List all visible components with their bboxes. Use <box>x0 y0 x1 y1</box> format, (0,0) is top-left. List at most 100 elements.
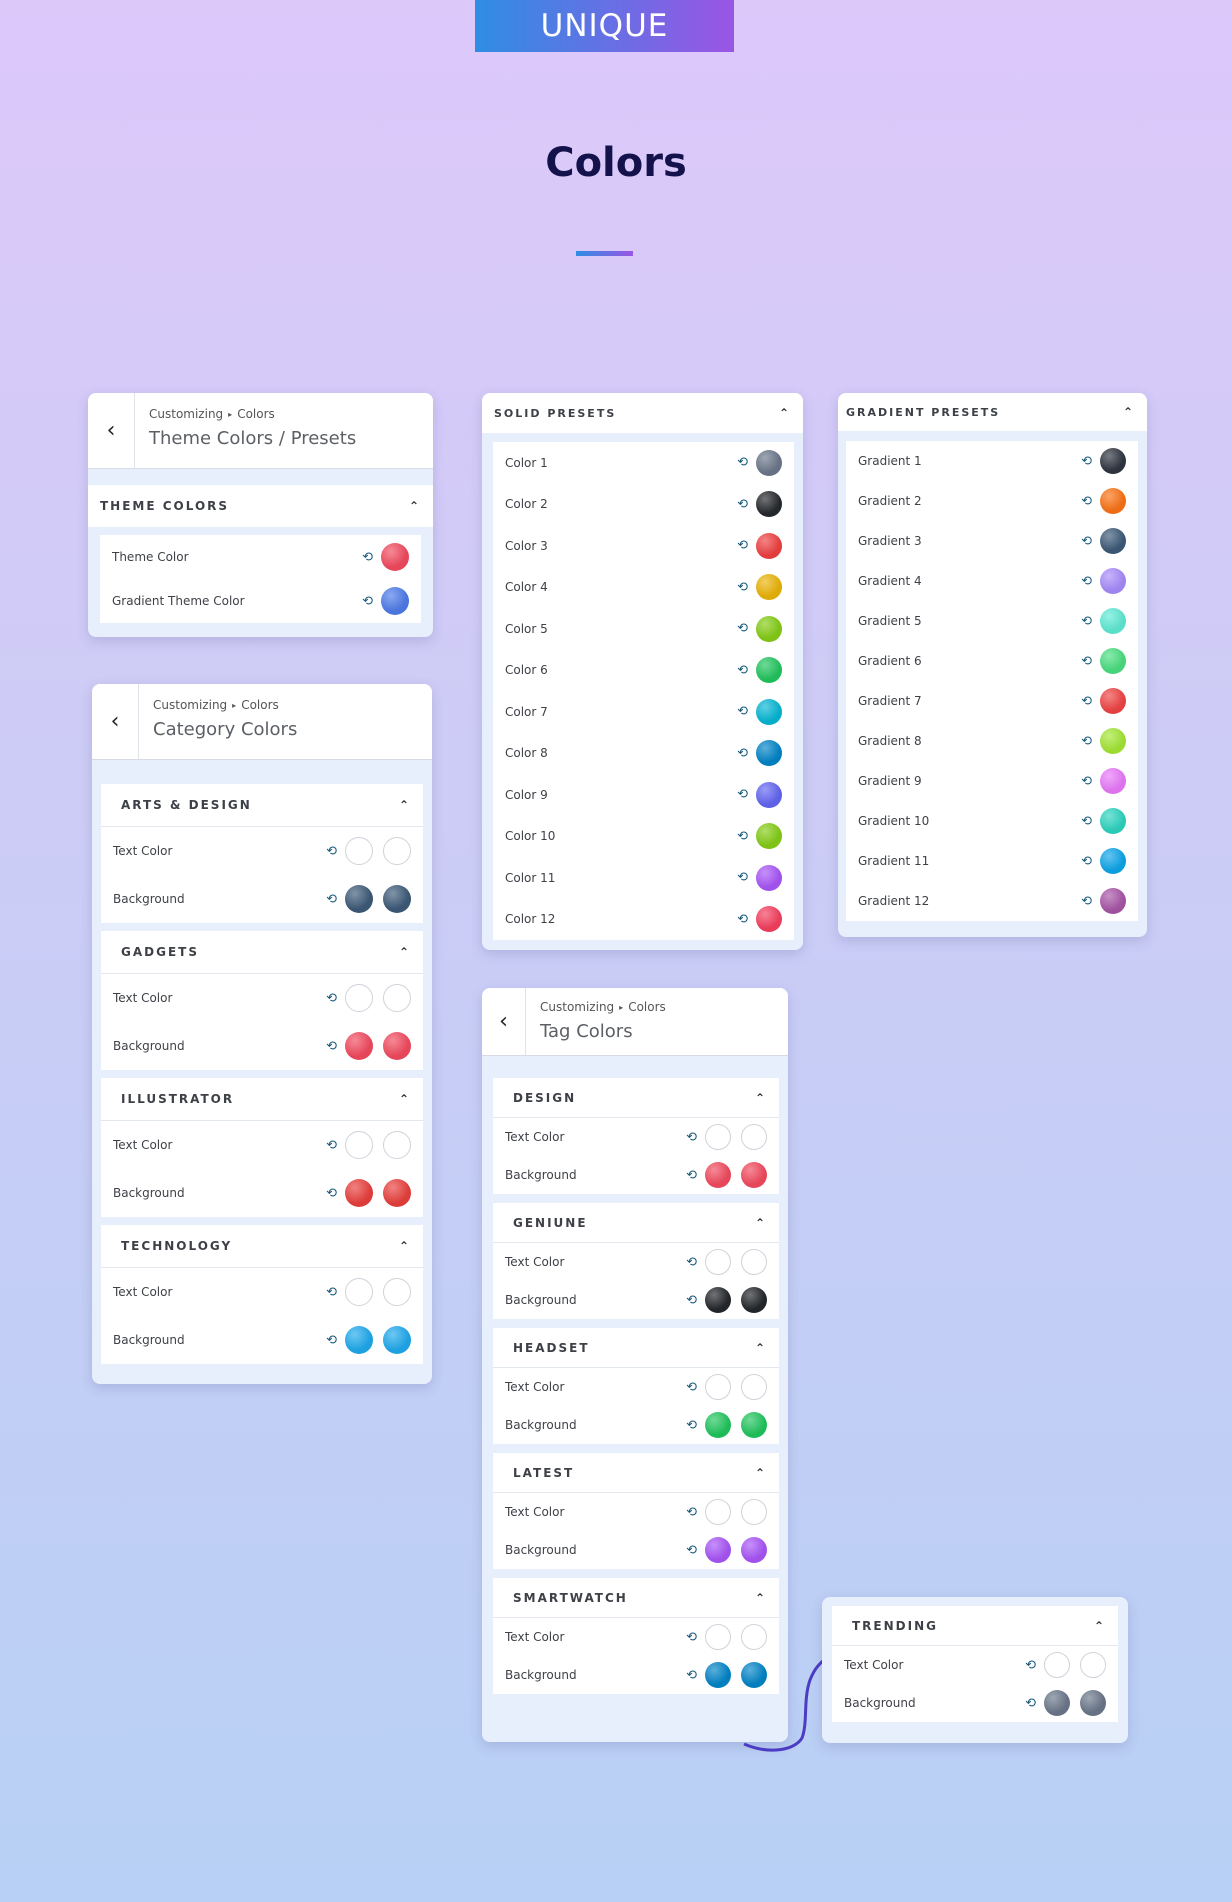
reset-icon[interactable]: ⟲ <box>326 1284 337 1300</box>
background-swatch[interactable] <box>345 1032 373 1060</box>
preset-swatch[interactable] <box>1100 448 1126 474</box>
reset-icon[interactable]: ⟲ <box>737 704 748 720</box>
section-header-solid-presets[interactable]: SOLID PRESETS ⌃ <box>482 393 803 433</box>
preset-swatch[interactable] <box>1100 768 1126 794</box>
background-swatch[interactable] <box>705 1537 731 1563</box>
group-header[interactable]: LATEST ⌃ <box>493 1453 779 1493</box>
text-hover-swatch[interactable] <box>741 1124 767 1150</box>
text-color-swatch[interactable] <box>345 984 373 1012</box>
background-swatch[interactable] <box>345 885 373 913</box>
group-header[interactable]: ARTS & DESIGN ⌃ <box>101 784 423 827</box>
reset-icon[interactable]: ⟲ <box>737 745 748 761</box>
reset-icon[interactable]: ⟲ <box>686 1379 697 1395</box>
back-button[interactable]: ‹ <box>92 684 139 759</box>
background-hover-swatch[interactable] <box>1080 1690 1106 1716</box>
text-hover-swatch[interactable] <box>1080 1652 1106 1678</box>
reset-icon[interactable]: ⟲ <box>737 455 748 471</box>
preset-swatch[interactable] <box>756 615 782 642</box>
reset-icon[interactable]: ⟲ <box>686 1167 697 1183</box>
reset-icon[interactable]: ⟲ <box>1081 773 1092 789</box>
text-hover-swatch[interactable] <box>741 1624 767 1650</box>
preset-swatch[interactable] <box>756 574 782 601</box>
reset-icon[interactable]: ⟲ <box>737 579 748 595</box>
reset-icon[interactable]: ⟲ <box>1081 893 1092 909</box>
reset-icon[interactable]: ⟲ <box>1025 1695 1036 1711</box>
text-color-swatch[interactable] <box>705 1624 731 1650</box>
group-header[interactable]: TRENDING ⌃ <box>832 1606 1118 1646</box>
preset-swatch[interactable] <box>1100 688 1126 714</box>
reset-icon[interactable]: ⟲ <box>1081 453 1092 469</box>
preset-swatch[interactable] <box>756 657 782 684</box>
text-hover-swatch[interactable] <box>741 1249 767 1275</box>
text-color-swatch[interactable] <box>705 1124 731 1150</box>
text-color-swatch[interactable] <box>705 1249 731 1275</box>
section-header-gradient-presets[interactable]: GRADIENT PRESETS ⌃ <box>838 393 1147 431</box>
background-hover-swatch[interactable] <box>383 1326 411 1354</box>
preset-swatch[interactable] <box>756 449 782 476</box>
reset-icon[interactable]: ⟲ <box>362 593 373 609</box>
reset-icon[interactable]: ⟲ <box>1081 853 1092 869</box>
preset-swatch[interactable] <box>756 532 782 559</box>
text-color-swatch[interactable] <box>705 1374 731 1400</box>
group-header[interactable]: HEADSET ⌃ <box>493 1328 779 1368</box>
reset-icon[interactable]: ⟲ <box>737 662 748 678</box>
preset-swatch[interactable] <box>1100 848 1126 874</box>
reset-icon[interactable]: ⟲ <box>737 911 748 927</box>
preset-swatch[interactable] <box>1100 728 1126 754</box>
reset-icon[interactable]: ⟲ <box>686 1129 697 1145</box>
preset-swatch[interactable] <box>756 740 782 767</box>
reset-icon[interactable]: ⟲ <box>737 496 748 512</box>
reset-icon[interactable]: ⟲ <box>737 870 748 886</box>
preset-swatch[interactable] <box>1100 568 1126 594</box>
text-hover-swatch[interactable] <box>383 1278 411 1306</box>
background-hover-swatch[interactable] <box>383 1179 411 1207</box>
group-header[interactable]: TECHNOLOGY ⌃ <box>101 1225 423 1268</box>
back-button[interactable]: ‹ <box>482 988 526 1055</box>
background-hover-swatch[interactable] <box>741 1412 767 1438</box>
reset-icon[interactable]: ⟲ <box>362 549 373 565</box>
background-hover-swatch[interactable] <box>383 1032 411 1060</box>
preset-swatch[interactable] <box>1100 528 1126 554</box>
background-swatch[interactable] <box>705 1412 731 1438</box>
reset-icon[interactable]: ⟲ <box>1081 493 1092 509</box>
back-button[interactable]: ‹ <box>88 393 135 468</box>
preset-swatch[interactable] <box>756 906 782 933</box>
reset-icon[interactable]: ⟲ <box>686 1504 697 1520</box>
reset-icon[interactable]: ⟲ <box>686 1542 697 1558</box>
reset-icon[interactable]: ⟲ <box>1081 653 1092 669</box>
reset-icon[interactable]: ⟲ <box>686 1254 697 1270</box>
reset-icon[interactable]: ⟲ <box>737 787 748 803</box>
preset-swatch[interactable] <box>1100 488 1126 514</box>
background-swatch[interactable] <box>345 1179 373 1207</box>
reset-icon[interactable]: ⟲ <box>686 1417 697 1433</box>
reset-icon[interactable]: ⟲ <box>326 990 337 1006</box>
background-swatch[interactable] <box>705 1662 731 1688</box>
preset-swatch[interactable] <box>1100 888 1126 914</box>
reset-icon[interactable]: ⟲ <box>737 538 748 554</box>
reset-icon[interactable]: ⟲ <box>737 621 748 637</box>
preset-swatch[interactable] <box>756 491 782 518</box>
background-hover-swatch[interactable] <box>383 885 411 913</box>
reset-icon[interactable]: ⟲ <box>1081 733 1092 749</box>
background-swatch[interactable] <box>705 1162 731 1188</box>
background-swatch[interactable] <box>705 1287 731 1313</box>
reset-icon[interactable]: ⟲ <box>326 1332 337 1348</box>
text-hover-swatch[interactable] <box>383 984 411 1012</box>
reset-icon[interactable]: ⟲ <box>326 1185 337 1201</box>
color-swatch[interactable] <box>381 587 409 615</box>
text-color-swatch[interactable] <box>1044 1652 1070 1678</box>
text-color-swatch[interactable] <box>345 837 373 865</box>
reset-icon[interactable]: ⟲ <box>1081 533 1092 549</box>
preset-swatch[interactable] <box>756 864 782 891</box>
reset-icon[interactable]: ⟲ <box>326 891 337 907</box>
preset-swatch[interactable] <box>1100 648 1126 674</box>
group-header[interactable]: GADGETS ⌃ <box>101 931 423 974</box>
reset-icon[interactable]: ⟲ <box>686 1629 697 1645</box>
reset-icon[interactable]: ⟲ <box>1081 693 1092 709</box>
group-header[interactable]: GENIUNE ⌃ <box>493 1203 779 1243</box>
background-swatch[interactable] <box>1044 1690 1070 1716</box>
reset-icon[interactable]: ⟲ <box>737 828 748 844</box>
reset-icon[interactable]: ⟲ <box>686 1667 697 1683</box>
preset-swatch[interactable] <box>1100 808 1126 834</box>
text-hover-swatch[interactable] <box>741 1374 767 1400</box>
